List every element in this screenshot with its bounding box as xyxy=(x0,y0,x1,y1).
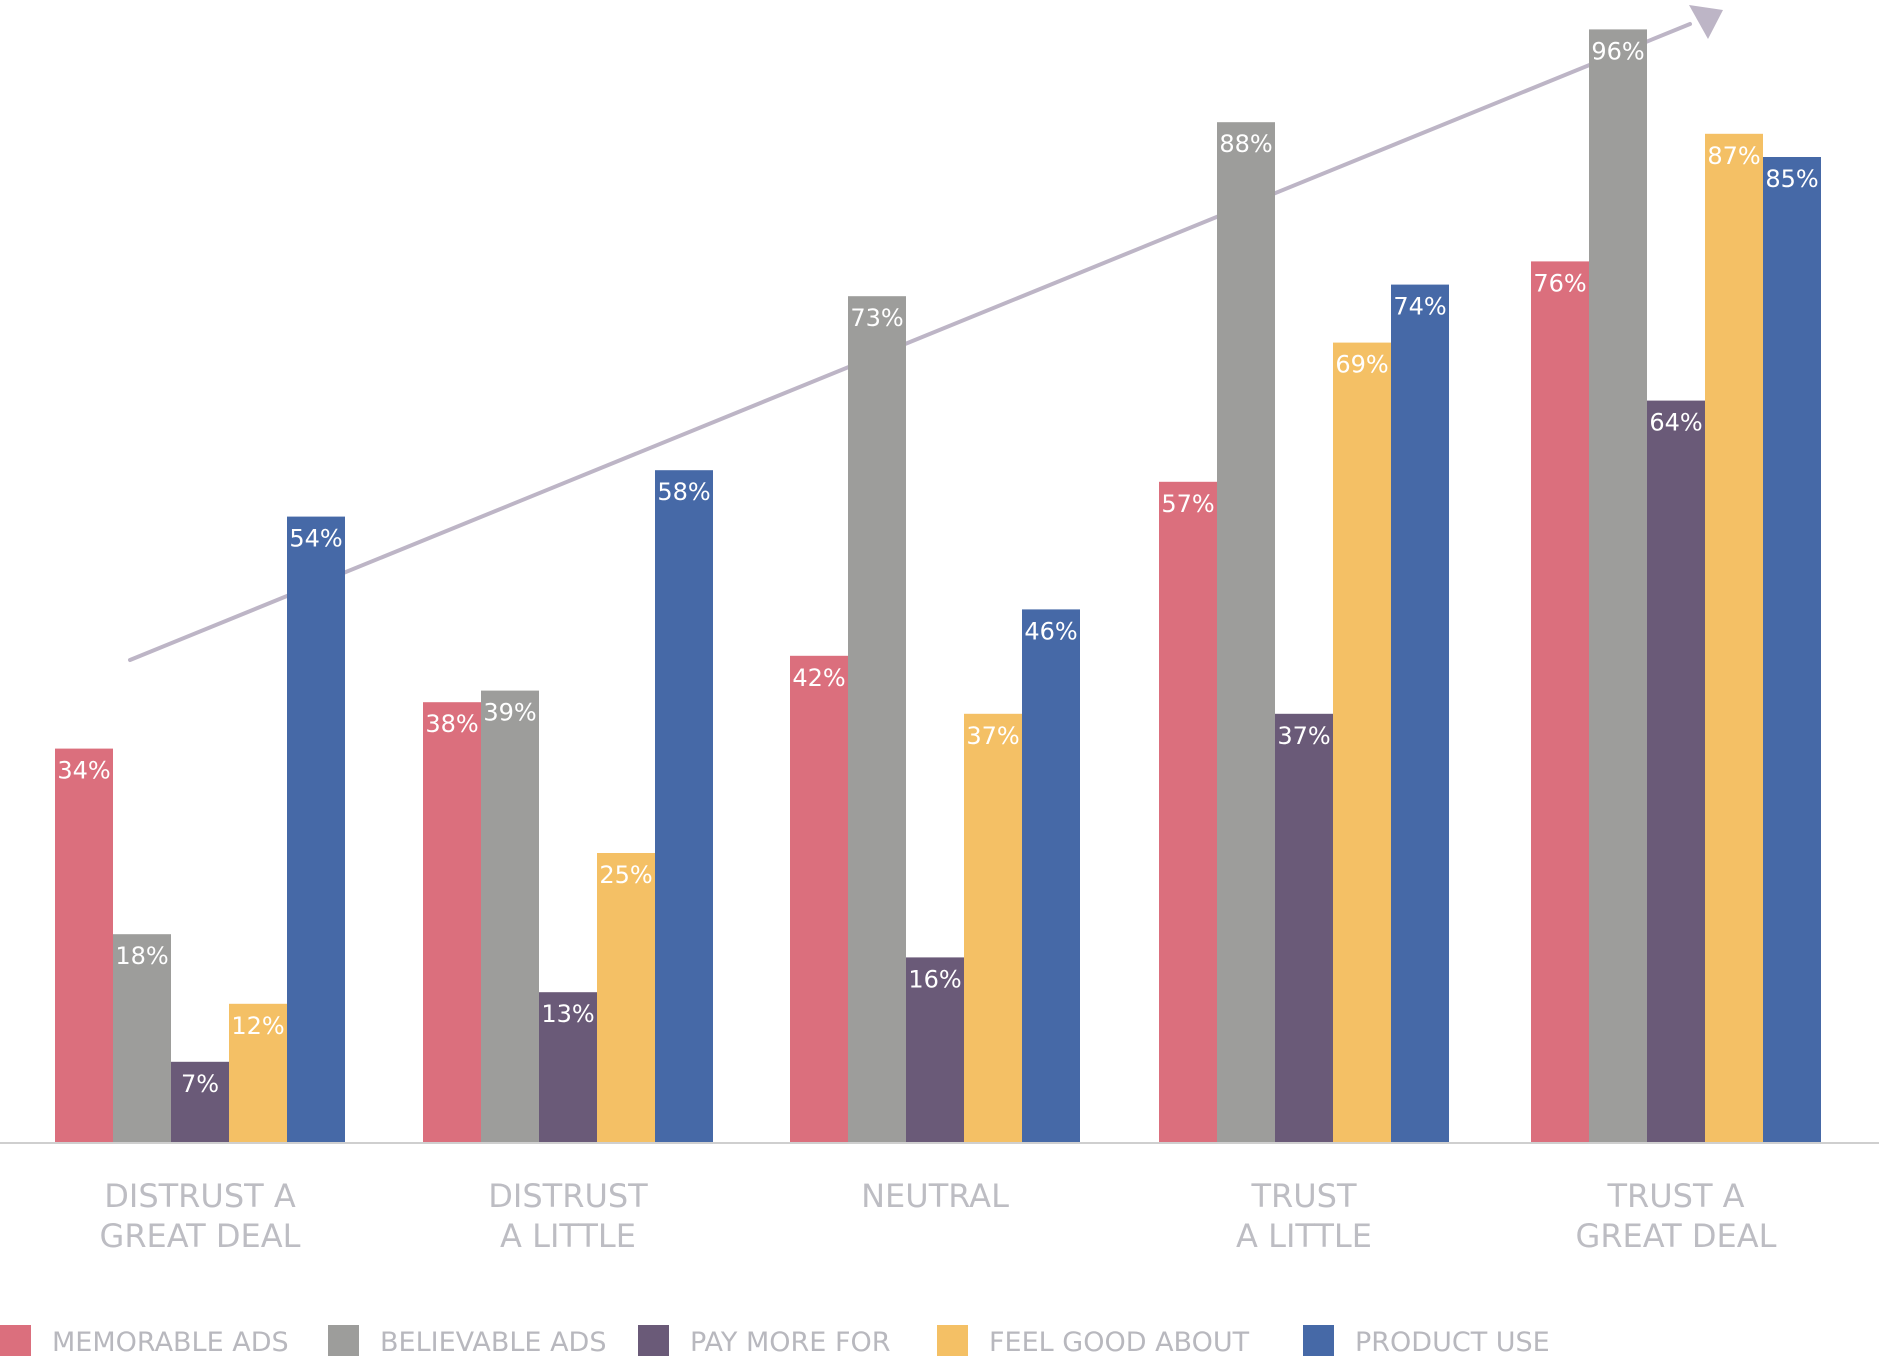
bar-believable-ads-0 xyxy=(113,934,171,1143)
bar-product-use-3 xyxy=(1391,284,1449,1144)
value-label-memorable-ads-4: 76% xyxy=(1533,269,1586,297)
category-label-2-0: NEUTRAL xyxy=(861,1177,1009,1215)
value-label-feel-good-about-2: 37% xyxy=(966,722,1019,750)
legend-label-feel-good-about: FEEL GOOD ABOUT xyxy=(989,1327,1250,1358)
bar-pay-more-for-3 xyxy=(1275,713,1333,1143)
trend-arrow-line xyxy=(128,22,1692,662)
bar-believable-ads-4 xyxy=(1589,29,1647,1143)
value-label-believable-ads-3: 88% xyxy=(1219,130,1272,158)
bar-feel-good-about-2 xyxy=(964,713,1022,1143)
bars-layer xyxy=(55,29,1821,1144)
category-label-4-0: TRUST A xyxy=(1606,1177,1744,1215)
category-label-3-1: A LITTLE xyxy=(1236,1217,1372,1255)
category-label-3-0: TRUST xyxy=(1250,1177,1357,1215)
bar-pay-more-for-2 xyxy=(906,957,964,1143)
value-label-memorable-ads-2: 42% xyxy=(792,664,845,692)
trend-arrow-layer xyxy=(128,5,1723,662)
legend-swatch-memorable-ads xyxy=(0,1325,31,1356)
value-label-product-use-1: 58% xyxy=(657,478,710,506)
value-label-product-use-4: 85% xyxy=(1765,165,1818,193)
legend: MEMORABLE ADS BELIEVABLE ADS PAY MORE FOR F… xyxy=(0,1325,1550,1358)
legend-swatch-feel-good-about xyxy=(937,1325,968,1356)
category-label-0-0: DISTRUST A xyxy=(104,1177,296,1215)
value-label-feel-good-about-3: 69% xyxy=(1335,351,1388,379)
legend-swatch-product-use xyxy=(1303,1325,1334,1356)
bar-feel-good-about-0 xyxy=(229,1003,287,1143)
bar-memorable-ads-1 xyxy=(423,702,481,1143)
value-label-believable-ads-2: 73% xyxy=(850,304,903,332)
bar-pay-more-for-1 xyxy=(539,992,597,1143)
category-label-4-1: GREAT DEAL xyxy=(1576,1217,1777,1255)
trend-arrow-head xyxy=(1689,5,1723,39)
bar-memorable-ads-0 xyxy=(55,748,113,1143)
value-label-product-use-0: 54% xyxy=(289,525,342,553)
value-label-memorable-ads-3: 57% xyxy=(1161,490,1214,518)
bar-believable-ads-2 xyxy=(848,296,906,1143)
value-label-believable-ads-0: 18% xyxy=(115,942,168,970)
bar-feel-good-about-1 xyxy=(597,853,655,1143)
value-label-feel-good-about-1: 25% xyxy=(599,861,652,889)
value-label-memorable-ads-0: 34% xyxy=(57,757,110,785)
value-label-pay-more-for-2: 16% xyxy=(908,965,961,993)
bar-product-use-2 xyxy=(1022,609,1080,1143)
bar-product-use-1 xyxy=(655,470,713,1143)
value-label-memorable-ads-1: 38% xyxy=(425,710,478,738)
bar-feel-good-about-3 xyxy=(1333,342,1391,1144)
bar-pay-more-for-0 xyxy=(171,1061,229,1143)
value-label-believable-ads-1: 39% xyxy=(483,699,536,727)
bar-product-use-4 xyxy=(1763,157,1821,1143)
category-label-1-0: DISTRUST xyxy=(488,1177,648,1215)
legend-swatch-pay-more-for xyxy=(638,1325,669,1356)
legend-label-believable-ads: BELIEVABLE ADS xyxy=(380,1327,606,1358)
value-label-pay-more-for-1: 13% xyxy=(541,1000,594,1028)
legend-label-product-use: PRODUCT USE xyxy=(1355,1327,1550,1358)
category-label-0-1: GREAT DEAL xyxy=(100,1217,301,1255)
bar-believable-ads-3 xyxy=(1217,122,1275,1143)
value-label-product-use-2: 46% xyxy=(1024,617,1077,645)
category-label-1-1: A LITTLE xyxy=(500,1217,636,1255)
bar-pay-more-for-4 xyxy=(1647,400,1705,1144)
value-label-pay-more-for-3: 37% xyxy=(1277,722,1330,750)
bar-memorable-ads-2 xyxy=(790,655,848,1143)
bar-product-use-0 xyxy=(287,516,345,1143)
value-label-product-use-3: 74% xyxy=(1393,293,1446,321)
bar-memorable-ads-4 xyxy=(1531,261,1589,1143)
legend-label-pay-more-for: PAY MORE FOR xyxy=(690,1327,891,1358)
legend-swatch-believable-ads xyxy=(328,1325,359,1356)
legend-label-memorable-ads: MEMORABLE ADS xyxy=(52,1327,289,1358)
bar-memorable-ads-3 xyxy=(1159,481,1217,1143)
value-label-believable-ads-4: 96% xyxy=(1591,37,1644,65)
value-labels-layer: 34% 38% 42% 57% 76% 18% 39% 73% 88% 96% 7% 13% 16% 37… xyxy=(57,37,1818,1097)
value-label-feel-good-about-0: 12% xyxy=(231,1012,284,1040)
value-label-pay-more-for-0: 7% xyxy=(181,1070,219,1098)
bar-feel-good-about-4 xyxy=(1705,133,1763,1144)
bar-believable-ads-1 xyxy=(481,690,539,1143)
value-label-pay-more-for-4: 64% xyxy=(1649,409,1702,437)
value-label-feel-good-about-4: 87% xyxy=(1707,142,1760,170)
